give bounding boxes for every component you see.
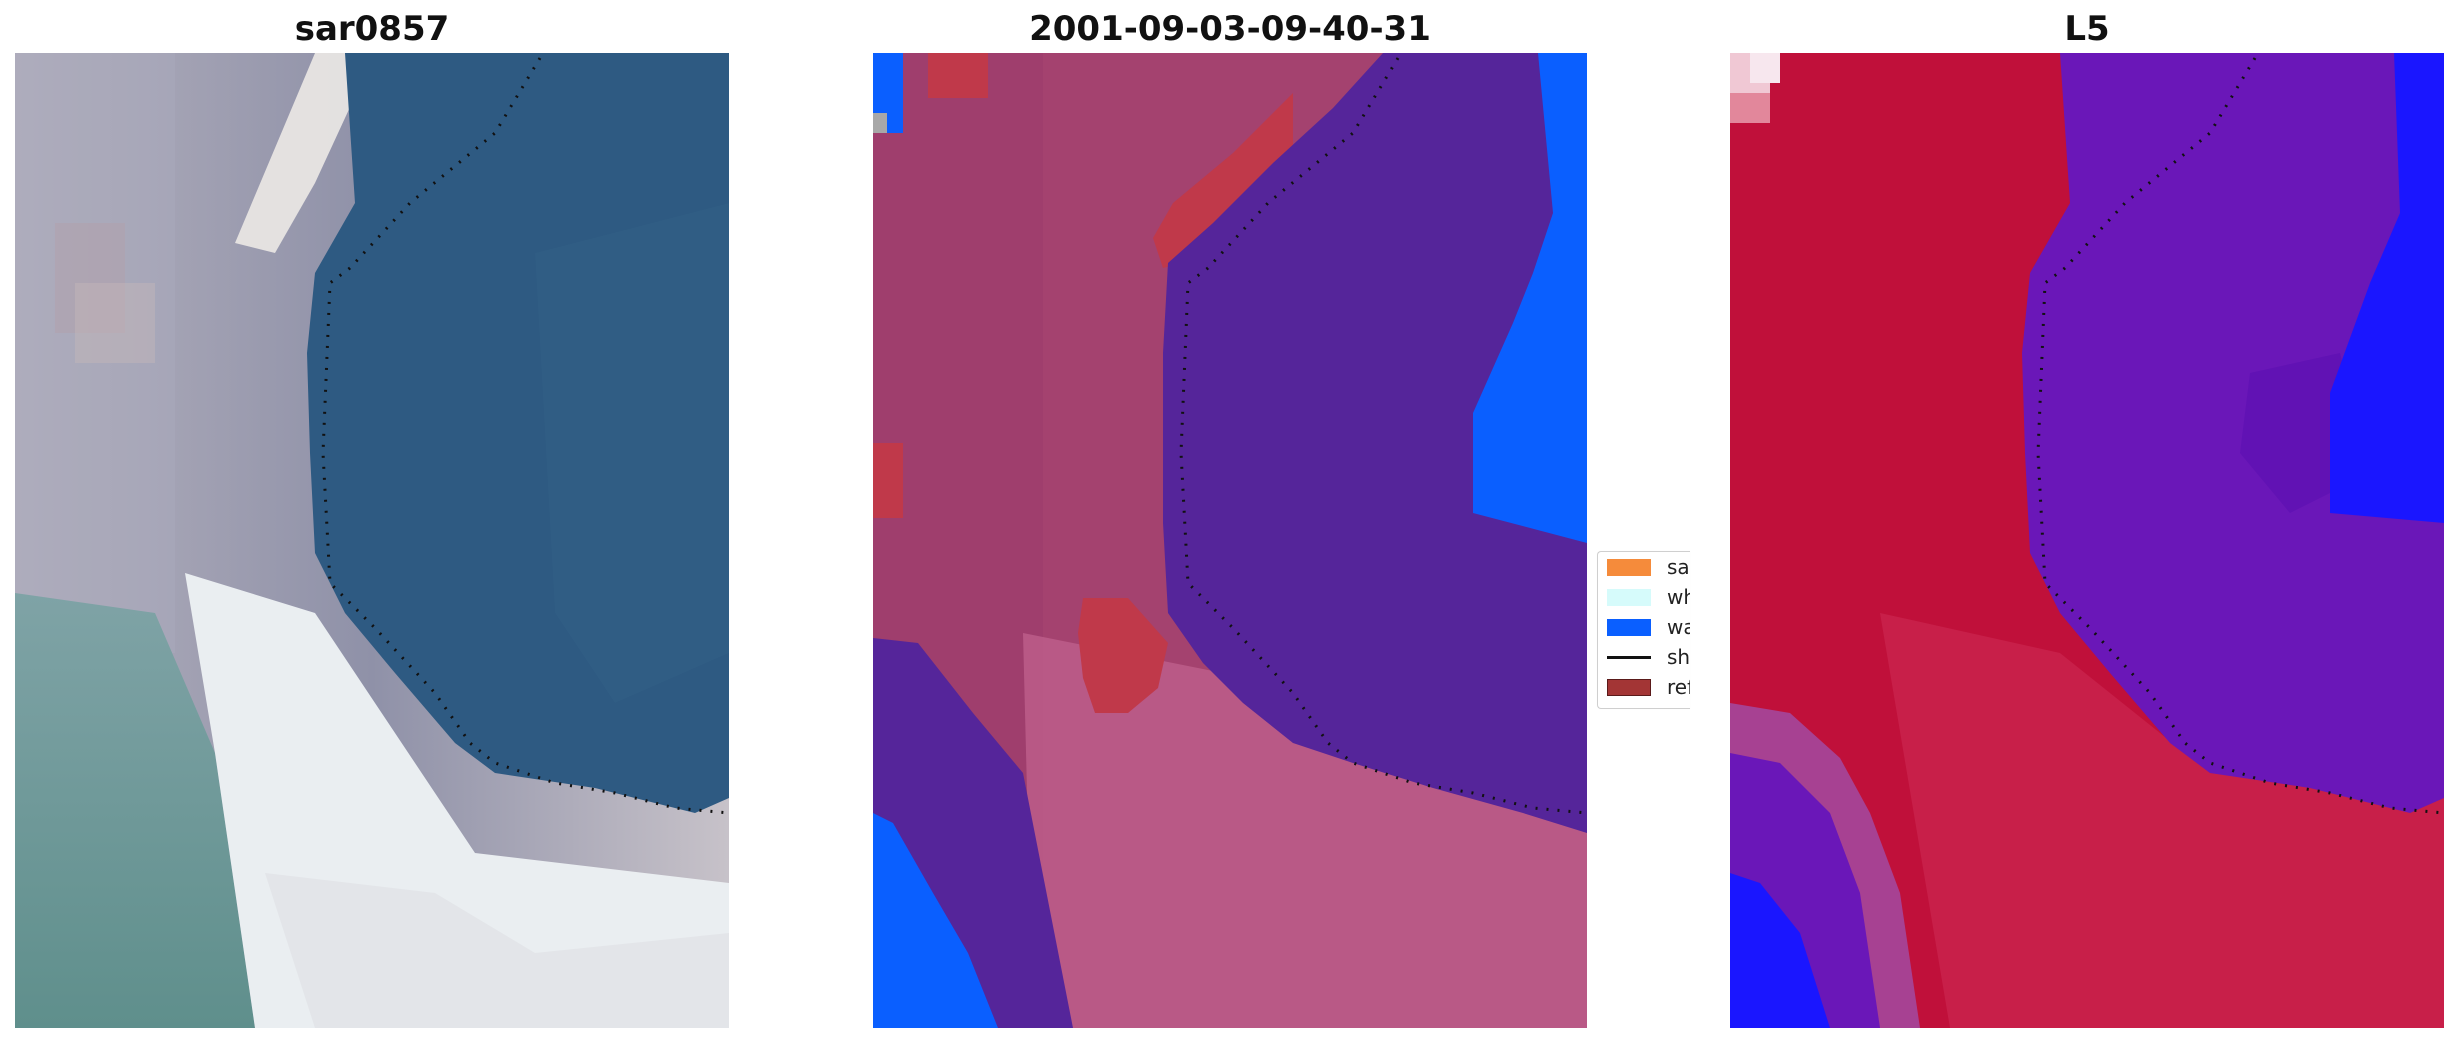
rgb-image-panel — [15, 53, 729, 1028]
classified-image — [873, 53, 1587, 1028]
panel-title-index: L5 — [2064, 9, 2110, 49]
panel-title-classified: 2001-09-03-09-40-31 — [1029, 9, 1431, 49]
water-swatch — [1607, 618, 1651, 636]
legend-item-water: water — [1607, 615, 1690, 639]
index-image — [1730, 53, 2444, 1028]
legend-label-shoreline: shoreline — [1667, 645, 1690, 669]
rgb-image — [15, 53, 729, 1028]
whitewater-swatch — [1607, 588, 1651, 606]
legend-label-whitewater: whitewater — [1667, 585, 1690, 609]
legend-label-reference: reference — [1667, 675, 1690, 699]
index-image-panel — [1730, 53, 2444, 1028]
legend-item-shoreline: shoreline — [1607, 645, 1690, 669]
classified-image-panel — [873, 53, 1587, 1028]
shoreline-line-swatch — [1607, 655, 1651, 659]
legend-label-sand: sand — [1667, 555, 1690, 579]
legend: sand whitewater water shoreline referenc… — [1597, 551, 1690, 709]
legend-label-water: water — [1667, 615, 1690, 639]
sand-swatch — [1607, 558, 1651, 576]
legend-item-reference: reference — [1607, 675, 1690, 699]
legend-item-sand: sand — [1607, 555, 1690, 579]
panel-title-rgb: sar0857 — [294, 9, 450, 49]
reference-swatch — [1607, 678, 1651, 696]
legend-item-whitewater: whitewater — [1607, 585, 1690, 609]
